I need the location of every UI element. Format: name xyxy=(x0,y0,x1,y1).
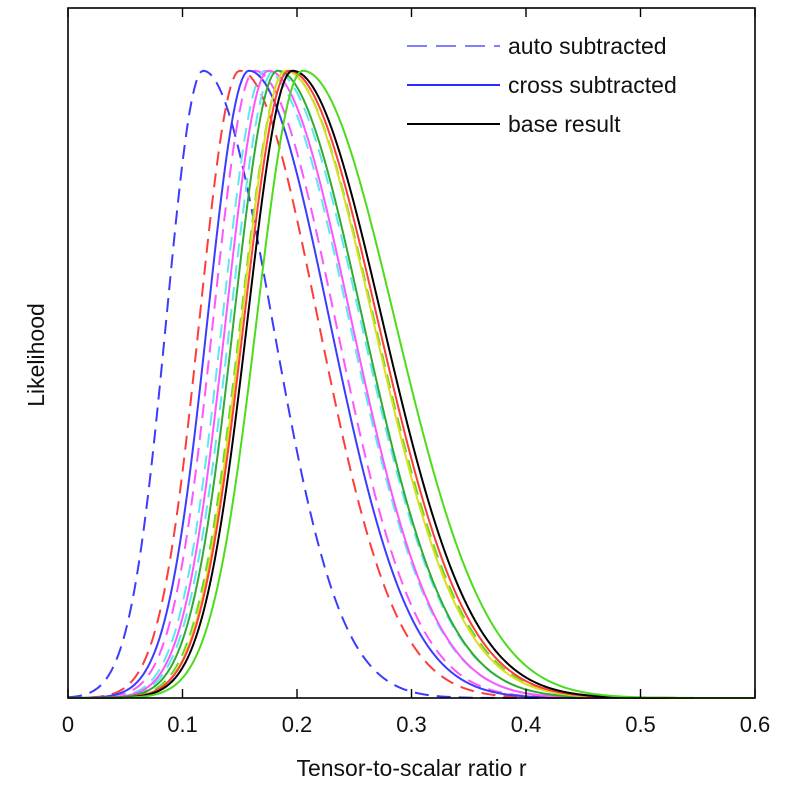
legend-label-1: auto subtracted xyxy=(508,33,667,59)
plot-frame xyxy=(67,7,756,699)
x-tick-label: 0.2 xyxy=(282,712,313,737)
y-axis-label: Likelihood xyxy=(23,303,49,407)
ticks-layer: 0 0.1 0.2 0.3 0.4 0.5 0.6 xyxy=(62,8,770,737)
x-tick-label: 0.6 xyxy=(740,712,771,737)
x-axis-label: Tensor-to-scalar ratio r xyxy=(296,755,526,781)
legend-label-2: cross subtracted xyxy=(508,72,677,98)
x-tick-label: 0.1 xyxy=(167,712,198,737)
x-tick-label: 0.5 xyxy=(625,712,656,737)
x-tick-label: 0.4 xyxy=(511,712,542,737)
likelihood-curve-3 xyxy=(67,69,755,699)
x-tick-label: 0.3 xyxy=(396,712,427,737)
legend: auto subtracted cross subtracted base resu… xyxy=(407,33,677,137)
x-tick-label: 0 xyxy=(62,712,74,737)
legend-label-3: base result xyxy=(508,111,621,137)
